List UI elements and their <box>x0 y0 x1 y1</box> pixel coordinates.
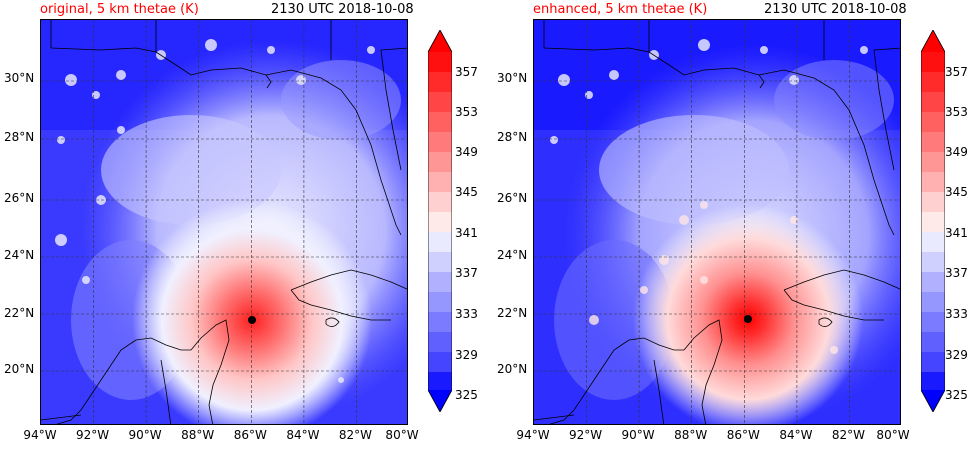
panel-enhanced: enhanced, 5 km thetae (K) 2130 UTC 2018-… <box>493 0 972 449</box>
colorbar-tick: 341 <box>455 226 478 240</box>
panel-title: enhanced, 5 km thetae (K) <box>533 2 708 17</box>
map-area[interactable] <box>40 19 408 425</box>
lat-label: 28°N <box>497 130 528 144</box>
colorbar-tick: 329 <box>455 348 478 362</box>
lon-label: 82°W <box>338 428 372 442</box>
colorbar-tick: 345 <box>945 185 968 199</box>
colorbar-tick: 349 <box>455 145 478 159</box>
colorbar-tick: 325 <box>945 388 968 402</box>
lat-label: 26°N <box>4 191 35 205</box>
panel-original: original, 5 km thetae (K) 2130 UTC 2018-… <box>4 2 478 442</box>
coastlines <box>41 20 407 424</box>
lon-label: 84°W <box>286 428 320 442</box>
colorbar-tick: 353 <box>455 105 478 119</box>
lon-label: 84°W <box>779 428 813 442</box>
panel-time: 2130 UTC 2018-10-08 <box>271 2 414 17</box>
lon-label: 90°W <box>128 428 162 442</box>
map-svg <box>41 20 407 424</box>
convective-speckles <box>589 201 838 354</box>
panel-title: original, 5 km thetae (K) <box>40 2 199 17</box>
colorbar-tick: 333 <box>945 307 968 321</box>
storm-center-marker <box>744 315 752 323</box>
map-svg <box>534 20 900 424</box>
colorbar-bands <box>921 30 945 412</box>
lat-label: 24°N <box>497 248 528 262</box>
cloud-speckles <box>550 39 868 144</box>
colorbar-tick: 333 <box>455 307 478 321</box>
colorbar-tick: 349 <box>945 145 968 159</box>
colorbar-tick: 325 <box>455 388 478 402</box>
lat-label: 26°N <box>497 191 528 205</box>
colorbar-tick: 353 <box>945 105 968 119</box>
lat-label: 22°N <box>497 306 528 320</box>
lat-label: 24°N <box>4 248 35 262</box>
panel-time: 2130 UTC 2018-10-08 <box>764 2 907 17</box>
colorbar-tick: 329 <box>945 348 968 362</box>
lat-label: 20°N <box>497 362 528 376</box>
lon-label: 92°W <box>569 428 603 442</box>
lon-label: 92°W <box>76 428 110 442</box>
lat-label: 20°N <box>4 362 35 376</box>
lon-label: 82°W <box>831 428 865 442</box>
colorbar-tick: 357 <box>945 65 968 79</box>
colorbar-tick: 357 <box>455 65 478 79</box>
lon-label: 94°W <box>516 428 550 442</box>
lon-label: 88°W <box>674 428 708 442</box>
storm-center-marker <box>248 316 256 324</box>
lon-label: 94°W <box>23 428 57 442</box>
lon-label: 80°W <box>385 428 419 442</box>
colorbar <box>428 30 452 412</box>
lat-label: 30°N <box>497 71 528 85</box>
lon-label: 88°W <box>181 428 215 442</box>
lon-label: 80°W <box>876 428 910 442</box>
colorbar-tick: 337 <box>945 266 968 280</box>
colorbar-bands <box>428 30 452 412</box>
gridlines <box>41 20 407 424</box>
colorbar <box>921 30 945 412</box>
lon-label: 90°W <box>621 428 655 442</box>
lat-label: 28°N <box>4 130 35 144</box>
colorbar-tick: 345 <box>455 185 478 199</box>
gridlines <box>534 20 900 424</box>
map-area[interactable] <box>533 19 901 425</box>
lat-label: 22°N <box>4 306 35 320</box>
coastlines <box>534 20 900 424</box>
lat-label: 30°N <box>4 71 35 85</box>
lon-label: 86°W <box>726 428 760 442</box>
lon-label: 86°W <box>233 428 267 442</box>
colorbar-tick: 341 <box>945 226 968 240</box>
colorbar-tick: 337 <box>455 266 478 280</box>
